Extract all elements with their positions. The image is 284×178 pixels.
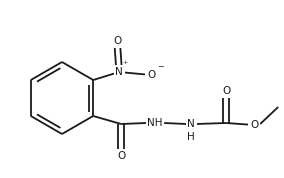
Text: N: N — [187, 119, 195, 129]
Text: O: O — [117, 151, 125, 161]
Text: O: O — [222, 86, 230, 96]
Text: NH: NH — [147, 118, 163, 128]
Text: O: O — [250, 120, 258, 130]
Text: O: O — [147, 70, 155, 80]
Text: O: O — [113, 36, 121, 46]
Text: +: + — [123, 59, 128, 64]
Text: H: H — [187, 132, 195, 142]
Text: N: N — [115, 67, 123, 77]
Text: −: − — [157, 62, 164, 72]
